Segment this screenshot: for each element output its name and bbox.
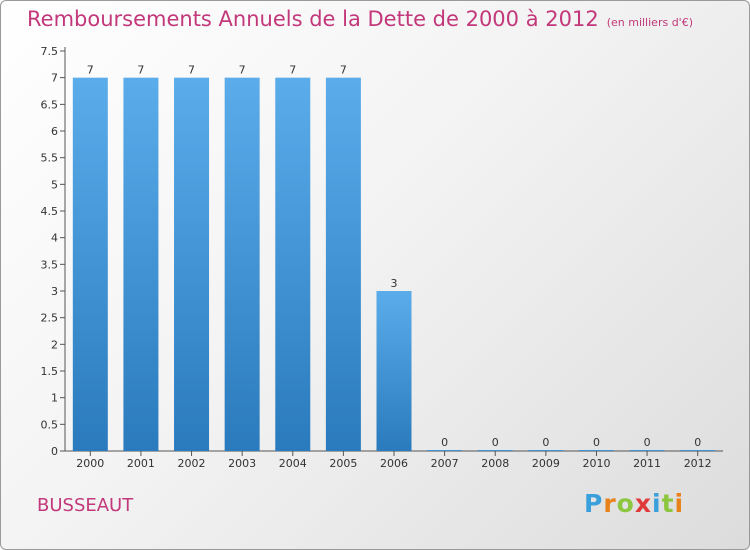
bar <box>680 450 716 451</box>
bar-value-label: 0 <box>542 436 549 449</box>
y-tick-label: 3 <box>51 285 58 298</box>
bar <box>629 450 665 451</box>
bar-value-label: 0 <box>694 436 701 449</box>
x-tick-label: 2000 <box>76 457 104 470</box>
commune-name: BUSSEAUT <box>37 495 134 516</box>
bar <box>123 77 159 452</box>
x-tick-label: 2008 <box>481 457 509 470</box>
x-tick-label: 2004 <box>279 457 307 470</box>
bar-value-label: 7 <box>137 64 144 77</box>
bar <box>224 77 260 452</box>
bar-value-label: 7 <box>239 64 246 77</box>
logo-letter: i <box>652 489 662 518</box>
y-tick-label: 2.5 <box>41 312 59 325</box>
x-tick-label: 2007 <box>431 457 459 470</box>
bar <box>72 77 108 452</box>
logo-letter: i <box>674 489 685 518</box>
x-tick-label: 2006 <box>380 457 408 470</box>
bar-value-label: 7 <box>289 64 296 77</box>
y-tick-label: 5.5 <box>41 152 59 165</box>
y-tick-label: 5 <box>51 178 58 191</box>
x-tick-label: 2009 <box>532 457 560 470</box>
bar <box>174 77 210 452</box>
bar <box>427 450 463 451</box>
chart-title: Remboursements Annuels de la Dette de 20… <box>27 7 693 31</box>
bar <box>325 77 361 452</box>
bar-value-label: 7 <box>87 64 94 77</box>
logo-letter: o <box>616 489 635 518</box>
x-tick-label: 2012 <box>684 457 712 470</box>
bar-value-label: 7 <box>188 64 195 77</box>
logo-letter: x <box>634 489 652 518</box>
x-tick-label: 2005 <box>329 457 357 470</box>
bar-value-label: 7 <box>340 64 347 77</box>
bar-value-label: 0 <box>593 436 600 449</box>
y-tick-label: 0 <box>51 445 58 458</box>
y-tick-label: 2 <box>51 338 58 351</box>
bar <box>275 77 311 452</box>
y-tick-label: 0.5 <box>41 418 59 431</box>
bar <box>528 450 564 451</box>
y-tick-label: 6.5 <box>41 98 59 111</box>
bar <box>477 450 513 451</box>
logo-letter: t <box>661 489 675 518</box>
y-tick-label: 4 <box>51 232 58 245</box>
bar-value-label: 0 <box>644 436 651 449</box>
logo-letter: r <box>603 489 617 518</box>
bar <box>578 450 614 451</box>
y-tick-label: 3.5 <box>41 258 59 271</box>
proxiti-logo: Proxiti <box>584 489 684 518</box>
logo-letter: P <box>584 489 604 518</box>
bar <box>376 291 412 451</box>
x-tick-label: 2011 <box>633 457 661 470</box>
title-text: Remboursements Annuels de la Dette de 20… <box>27 7 599 31</box>
y-tick-label: 6 <box>51 125 58 138</box>
bar-value-label: 3 <box>391 277 398 290</box>
y-tick-label: 1 <box>51 392 58 405</box>
y-tick-label: 1.5 <box>41 365 59 378</box>
x-tick-label: 2003 <box>228 457 256 470</box>
y-tick-label: 7.5 <box>41 45 59 58</box>
x-tick-label: 2002 <box>178 457 206 470</box>
y-tick-label: 4.5 <box>41 205 59 218</box>
bar-value-label: 0 <box>492 436 499 449</box>
x-tick-label: 2010 <box>582 457 610 470</box>
x-tick-label: 2001 <box>127 457 155 470</box>
bar-value-label: 0 <box>441 436 448 449</box>
unit-label: (en milliers d'€) <box>606 16 693 29</box>
y-tick-label: 7 <box>51 72 58 85</box>
